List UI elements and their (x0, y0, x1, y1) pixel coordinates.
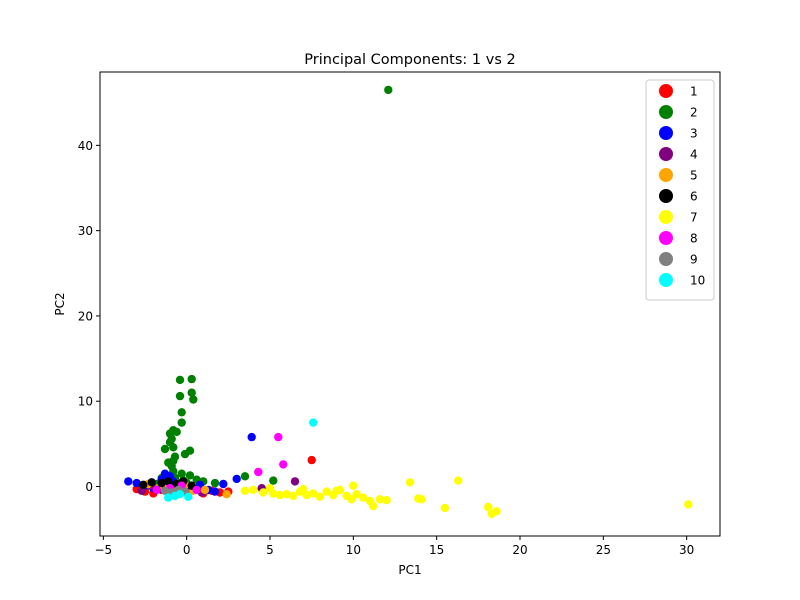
chart-title: Principal Components: 1 vs 2 (304, 52, 515, 68)
legend-marker (659, 168, 673, 182)
y-tick-label: 20 (78, 309, 93, 323)
data-point-series-7 (299, 485, 307, 493)
data-point-series-7 (316, 493, 324, 501)
data-point-series-7 (369, 502, 377, 510)
y-axis-label: PC2 (53, 292, 67, 315)
data-point-series-8 (279, 460, 287, 468)
data-point-series-2 (169, 443, 177, 451)
data-point-series-2 (189, 395, 197, 403)
legend-marker (659, 252, 673, 266)
data-point-series-3 (233, 475, 241, 483)
data-point-series-8 (274, 433, 282, 441)
data-point-series-7 (493, 507, 501, 515)
x-tick-label: 20 (512, 543, 527, 557)
legend-label: 2 (690, 106, 698, 120)
data-point-series-5 (223, 490, 231, 498)
data-point-series-7 (441, 504, 449, 512)
x-tick-label: 10 (346, 543, 361, 557)
data-point-series-4 (291, 477, 299, 485)
data-point-series-5 (201, 486, 209, 494)
data-point-series-6 (139, 481, 147, 489)
data-point-series-8 (193, 486, 201, 494)
x-tick-label: 0 (183, 543, 191, 557)
legend-label: 6 (690, 190, 698, 204)
x-axis-ticks: −5 0 5 10 15 20 25 30 (94, 536, 694, 557)
legend-label: 5 (690, 169, 698, 183)
data-point-series-10 (309, 418, 317, 426)
legend-label: 10 (690, 274, 705, 288)
x-tick-label: 5 (266, 543, 274, 557)
data-point-series-2 (211, 479, 219, 487)
data-point-series-2 (241, 472, 249, 480)
y-tick-label: 10 (78, 395, 93, 409)
legend-marker (659, 231, 673, 245)
y-tick-label: 40 (78, 139, 93, 153)
x-axis-label: PC1 (398, 563, 421, 577)
legend-label: 7 (690, 211, 698, 225)
data-point-series-2 (188, 375, 196, 383)
data-point-series-7 (418, 495, 426, 503)
data-point-series-10 (176, 490, 184, 498)
data-point-series-7 (241, 487, 249, 495)
data-points (124, 86, 692, 518)
data-point-series-2 (176, 392, 184, 400)
legend-marker (659, 105, 673, 119)
data-point-series-3 (219, 480, 227, 488)
data-point-series-7 (266, 484, 274, 492)
data-point-series-10 (184, 493, 192, 501)
x-tick-label: 25 (596, 543, 611, 557)
legend-box (646, 80, 714, 300)
legend-label: 3 (690, 127, 698, 141)
x-tick-label: 15 (429, 543, 444, 557)
data-point-series-7 (684, 500, 692, 508)
data-point-series-2 (181, 450, 189, 458)
legend-label: 8 (690, 232, 698, 246)
data-point-series-3 (248, 433, 256, 441)
legend-marker (659, 210, 673, 224)
data-point-series-7 (406, 478, 414, 486)
legend-marker (659, 273, 673, 287)
data-point-series-7 (249, 486, 257, 494)
legend-marker (659, 84, 673, 98)
legend-marker (659, 126, 673, 140)
data-point-series-2 (178, 418, 186, 426)
data-point-series-7 (333, 487, 341, 495)
x-tick-label: −5 (94, 543, 112, 557)
data-point-series-2 (176, 376, 184, 384)
data-point-series-8 (254, 468, 262, 476)
data-point-series-2 (161, 445, 169, 453)
data-point-series-2 (384, 86, 392, 94)
y-tick-label: 0 (85, 480, 93, 494)
data-point-series-7 (383, 496, 391, 504)
y-axis-ticks: 0 10 20 30 40 (78, 139, 100, 494)
data-point-series-3 (124, 477, 132, 485)
data-point-series-2 (269, 476, 277, 484)
data-point-series-2 (178, 408, 186, 416)
legend-label: 9 (690, 253, 698, 267)
data-point-series-3 (211, 487, 219, 495)
data-point-series-7 (454, 476, 462, 484)
legend-marker (659, 189, 673, 203)
y-tick-label: 30 (78, 224, 93, 238)
x-tick-label: 30 (679, 543, 694, 557)
plot-frame (100, 72, 720, 536)
legend-label: 4 (690, 148, 698, 162)
legend-marker (659, 147, 673, 161)
data-point-series-1 (308, 456, 316, 464)
legend-label: 1 (690, 85, 698, 99)
data-point-series-8 (153, 486, 161, 494)
data-point-series-7 (349, 482, 357, 490)
legend: 1 2 3 4 5 6 7 8 9 10 (646, 80, 714, 300)
data-point-series-6 (148, 478, 156, 486)
